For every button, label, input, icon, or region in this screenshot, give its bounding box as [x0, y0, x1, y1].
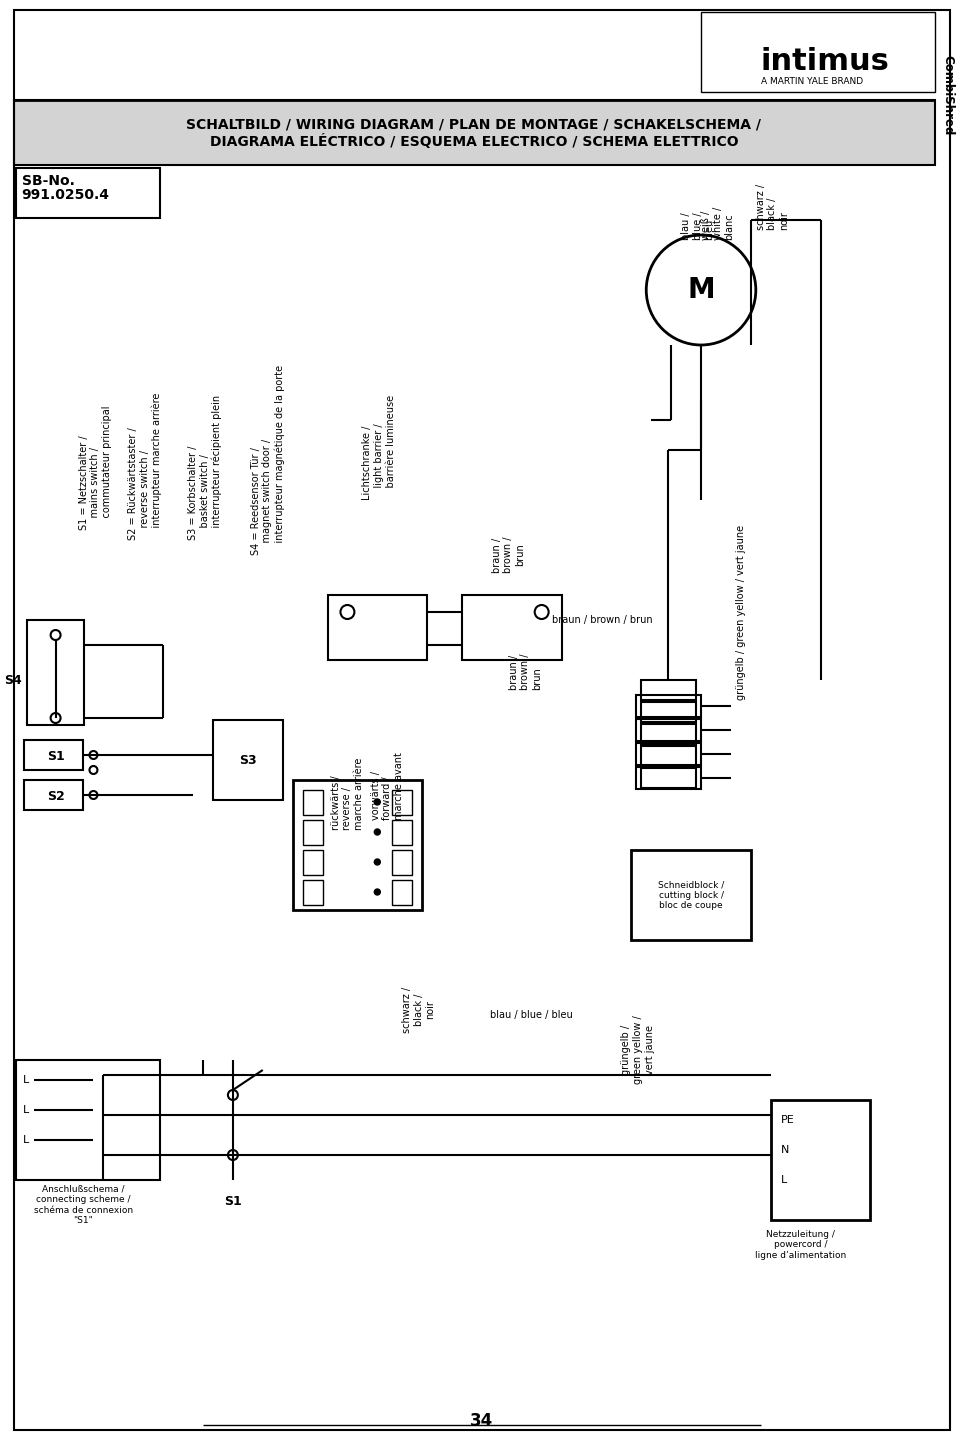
Bar [302, 790, 323, 816]
Text: Lichtschranke /
    light barrier /
    barrière lumineuse: Lichtschranke / light barrier / barrière… [362, 395, 396, 500]
Text: S1: S1 [47, 749, 64, 762]
Bar [632, 850, 751, 940]
Text: A MARTIN YALE BRAND: A MARTIN YALE BRAND [760, 78, 863, 86]
Bar [27, 620, 84, 725]
Text: L: L [23, 1105, 29, 1115]
Bar [641, 746, 696, 767]
Bar [15, 169, 160, 218]
Text: SB-No.: SB-No. [22, 174, 75, 187]
Text: schwarz /
black /
noir: schwarz / black / noir [756, 184, 789, 231]
Text: CombiShred: CombiShred [942, 55, 954, 135]
Bar [302, 880, 323, 905]
Text: weiß /
white /
blanc: weiß / white / blanc [701, 206, 734, 241]
Text: 34: 34 [470, 1412, 493, 1429]
Bar [641, 680, 696, 700]
Text: grüngelb /
green yellow /
vert jaune: grüngelb / green yellow / vert jaune [621, 1016, 655, 1085]
Text: grüngelb / green yellow / vert jaune: grüngelb / green yellow / vert jaune [736, 525, 746, 700]
Text: L: L [23, 1075, 29, 1085]
Text: braun /
brown /
brun: braun / brown / brun [492, 536, 525, 574]
Bar [636, 719, 701, 741]
Text: braun / brown / brun: braun / brown / brun [552, 615, 652, 625]
Text: schwarz /
black /
noir: schwarz / black / noir [402, 987, 436, 1033]
Bar [636, 767, 701, 790]
Text: S3 = Korbschalter /
    basket switch /
    interrupteur récipient plein: S3 = Korbschalter / basket switch / inte… [188, 395, 222, 540]
Bar [462, 595, 562, 660]
Bar [327, 595, 427, 660]
Text: S4 = Reedsensor Tür /
    magnet switch door /
    interrupteur magnétique de la: S4 = Reedsensor Tür / magnet switch door… [251, 365, 284, 555]
Text: SCHALTBILD / WIRING DIAGRAM / PLAN DE MONTAGE / SCHAKELSCHEMA /: SCHALTBILD / WIRING DIAGRAM / PLAN DE MO… [186, 118, 761, 133]
Circle shape [374, 859, 380, 865]
Bar [641, 768, 696, 788]
Bar [636, 695, 701, 718]
Text: S4: S4 [4, 673, 22, 686]
Bar [641, 723, 696, 744]
Text: DIAGRAMA ELÉCTRICO / ESQUEMA ELECTRICO / SCHEMA ELETTRICO: DIAGRAMA ELÉCTRICO / ESQUEMA ELECTRICO /… [209, 134, 738, 148]
Bar [213, 720, 282, 800]
Text: S2 = Rückwärtstaster /
    reverse switch /
    interrupteur marche arrière: S2 = Rückwärtstaster / reverse switch / … [129, 392, 162, 540]
Circle shape [374, 889, 380, 895]
Bar [701, 12, 935, 92]
Bar [771, 1099, 871, 1221]
Bar [302, 850, 323, 875]
Bar [302, 820, 323, 844]
Circle shape [374, 829, 380, 834]
Text: S1: S1 [224, 1195, 242, 1208]
Text: Netzzuleitung /
powercord /
ligne d’alimentation: Netzzuleitung / powercord / ligne d’alim… [755, 1231, 847, 1259]
Text: L: L [23, 1136, 29, 1146]
Bar [641, 702, 696, 722]
Bar [636, 744, 701, 765]
Text: blau / blue / bleu: blau / blue / bleu [491, 1010, 573, 1020]
Bar [13, 99, 935, 166]
Text: N: N [780, 1146, 789, 1156]
Text: L: L [780, 1174, 787, 1185]
Text: vorwärts /
forward /
marche avant: vorwärts / forward / marche avant [371, 752, 404, 820]
Text: M: M [687, 277, 715, 304]
Text: PE: PE [780, 1115, 795, 1125]
Text: intimus: intimus [760, 48, 890, 76]
Bar [393, 820, 412, 844]
Text: S2: S2 [47, 790, 64, 803]
Text: braun /
brown /
brun: braun / brown / brun [509, 654, 542, 690]
Bar [24, 741, 84, 769]
Bar [393, 790, 412, 816]
Bar [393, 850, 412, 875]
Bar [13, 99, 935, 166]
Text: Anschlußschema /
connecting scheme /
schéma de connexion
"S1": Anschlußschema / connecting scheme / sch… [34, 1185, 133, 1225]
Circle shape [374, 798, 380, 806]
Bar [293, 780, 422, 911]
Bar [15, 1061, 160, 1180]
Text: S1 = Netzschalter /
    mains switch /
    commutateur principal: S1 = Netzschalter / mains switch / commu… [79, 405, 111, 530]
Text: rückwärts /
reverse /
marche arrière: rückwärts / reverse / marche arrière [331, 758, 364, 830]
Bar [393, 880, 412, 905]
Text: 991.0250.4: 991.0250.4 [22, 187, 109, 202]
Text: S3: S3 [239, 754, 256, 767]
Text: blau /
blue /
bleu: blau / blue / bleu [681, 212, 714, 241]
Bar [24, 780, 84, 810]
Text: Schneidblock /
cutting block /
bloc de coupe: Schneidblock / cutting block / bloc de c… [658, 880, 724, 909]
